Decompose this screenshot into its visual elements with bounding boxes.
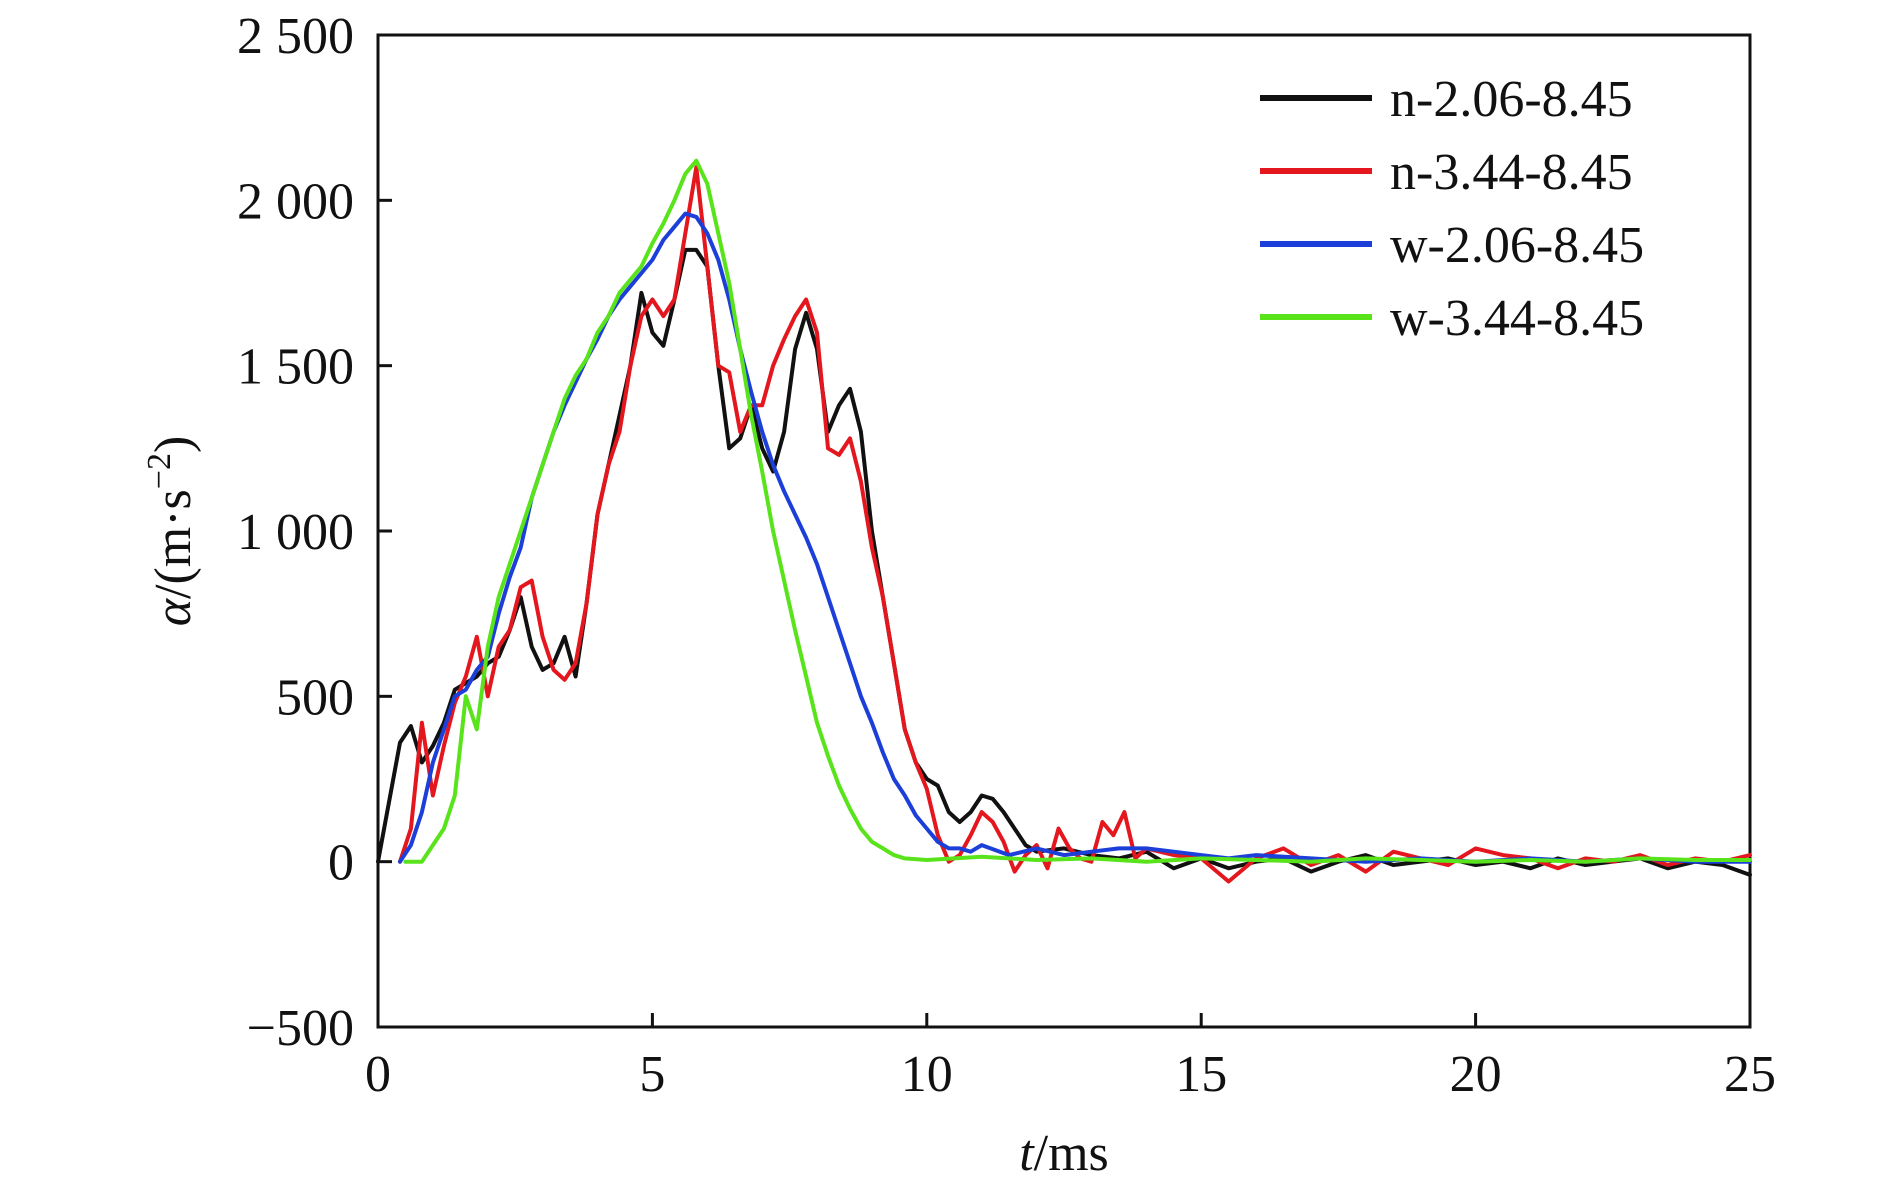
x-axis-title: t/ms (1019, 1125, 1109, 1182)
y-axis-title-close: ) (145, 436, 202, 453)
y-axis-title: α/(m·s−2) (141, 436, 202, 627)
y-tick-label: 1 500 (237, 339, 354, 396)
legend-label: n-3.44-8.45 (1390, 144, 1633, 201)
y-axis-title-unit: /(m·s (145, 489, 202, 599)
x-tick-label: 0 (365, 1046, 391, 1103)
y-tick-label: −500 (247, 1000, 354, 1057)
series-line-n-3.44-8.45 (398, 165, 1752, 884)
y-tick-label: 1 000 (237, 504, 354, 561)
x-tick-label: 15 (1175, 1046, 1227, 1103)
series-line-w-3.44-8.45 (403, 158, 1752, 864)
y-tick-label: 0 (328, 835, 354, 892)
x-axis-title-variable: t (1019, 1125, 1035, 1182)
x-tick-label: 25 (1724, 1046, 1776, 1103)
series-layer (376, 158, 1752, 884)
y-tick-label: 2 000 (237, 173, 354, 230)
legend-label: w-2.06-8.45 (1390, 217, 1644, 274)
y-tick-label: 500 (276, 669, 354, 726)
x-axis-title-unit: /ms (1034, 1125, 1109, 1182)
y-axis-title-variable: α (145, 597, 202, 626)
y-axis-title-exponent: −2 (141, 453, 178, 489)
y-tick-label: 2 500 (237, 8, 354, 65)
legend-label: w-3.44-8.45 (1390, 290, 1644, 347)
legend-label: n-2.06-8.45 (1390, 71, 1633, 128)
x-tick-label: 5 (639, 1046, 665, 1103)
x-tick-label: 10 (901, 1046, 953, 1103)
x-tick-label: 20 (1450, 1046, 1502, 1103)
legend: n-2.06-8.45 n-3.44-8.45 w-2.06-8.45 w-3.44-… (1260, 71, 1644, 347)
